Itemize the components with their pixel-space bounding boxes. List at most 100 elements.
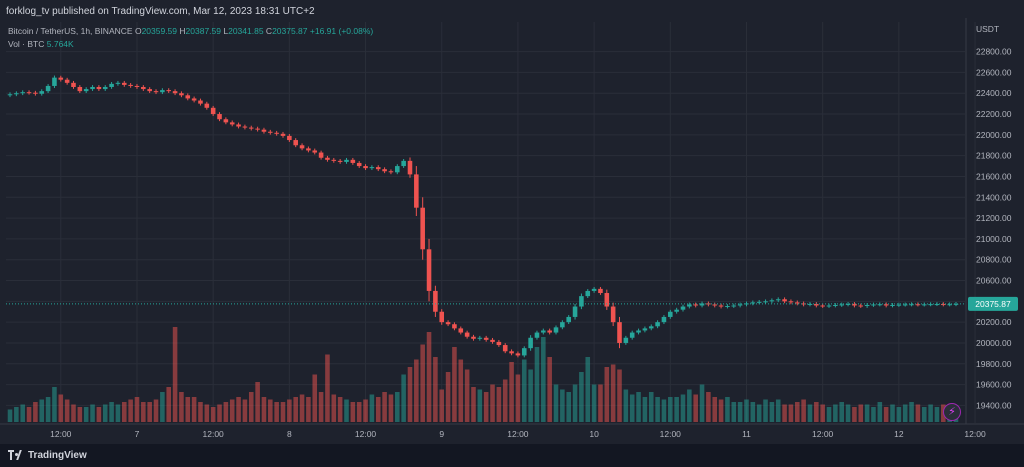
x-tick-label: 12:00 [355,429,377,439]
candle-body [179,93,184,96]
candle-body [591,288,597,291]
volume-bar [598,384,603,422]
candle [369,165,375,171]
candle-body [147,89,152,92]
volume-bar [128,399,133,422]
candle [661,315,667,325]
volume-bar [509,362,514,422]
candle [382,167,387,174]
candle-body [731,305,737,307]
candle [521,346,527,358]
candle-body [121,82,127,85]
candle-body [306,148,311,151]
candle-body [153,91,159,93]
candle-body [890,304,895,306]
candle [534,330,540,340]
candle-body [229,122,235,125]
candle [915,302,921,307]
candle [509,349,514,356]
candle-body [598,288,603,294]
volume-bar [185,397,191,422]
candle-body [445,322,451,325]
candle [814,302,819,308]
candle-body [96,86,102,90]
candle-body [395,166,400,173]
candle-body [236,124,241,127]
candle-body [274,132,279,134]
candle-body [483,337,489,340]
candle [293,138,298,148]
candle [248,125,254,131]
candle [718,303,724,309]
candle [668,309,673,319]
candle-body [90,86,95,90]
volume-bar [52,387,57,422]
volume-bar [39,399,45,422]
candle [687,302,692,309]
x-tick-label: 9 [439,429,444,439]
candle [591,286,597,293]
candle-body [769,300,775,302]
candle [210,105,216,116]
candle-body [210,107,216,115]
footer-bar [0,444,1024,467]
volume-bar [737,402,743,422]
candle-body [871,304,876,306]
tradingview-logo[interactable]: TradingView [8,448,87,462]
volume-bar [477,389,483,422]
candle-body [350,159,356,163]
volume-bar [382,392,387,422]
candle-body [794,302,800,304]
candle-body [496,341,502,346]
candle [172,89,178,96]
candle-body [134,85,140,87]
candle-body [560,322,565,328]
candle [407,157,413,178]
volume-bar [909,402,914,422]
candle [560,320,565,330]
candle [604,289,610,310]
candle [674,307,679,314]
volume-bar [579,372,584,422]
volume-bar [325,354,330,422]
candle [852,302,857,308]
candle-body [299,145,305,149]
candle [274,130,279,136]
volume-bar [820,404,825,422]
close-label: C [265,26,273,36]
volume-bar [268,399,273,422]
candle [623,335,629,345]
candle-body [934,304,940,306]
candle [179,91,184,98]
volume-bar [642,397,648,422]
tradingview-brand: TradingView [28,449,87,461]
candle-body [839,304,845,306]
volume-bar [375,397,381,422]
x-tick-label: 8 [287,429,292,439]
candle [826,303,832,308]
y-tick-label: 21200.00 [976,213,1012,223]
candle-body [166,90,172,92]
lightning-icon[interactable]: ⚡ [943,403,961,421]
high-label: H [179,26,186,36]
volume-bar [109,402,114,422]
volume-bar [172,327,178,422]
candle-body [826,305,832,307]
y-tick-label: 19400.00 [976,400,1012,410]
candle-body [458,328,464,333]
candle [433,285,438,317]
candle-body [318,152,324,158]
open-label: O [134,26,142,36]
candle [204,101,210,110]
candle [731,303,737,308]
candle [77,85,83,94]
candle-body [610,306,616,323]
candle [7,92,13,98]
candle-body [363,166,368,169]
volume-bar [902,404,908,422]
x-tick-label: 12:00 [50,429,72,439]
last-price-tag [968,296,1018,311]
candle [229,120,235,127]
candle [572,303,578,320]
